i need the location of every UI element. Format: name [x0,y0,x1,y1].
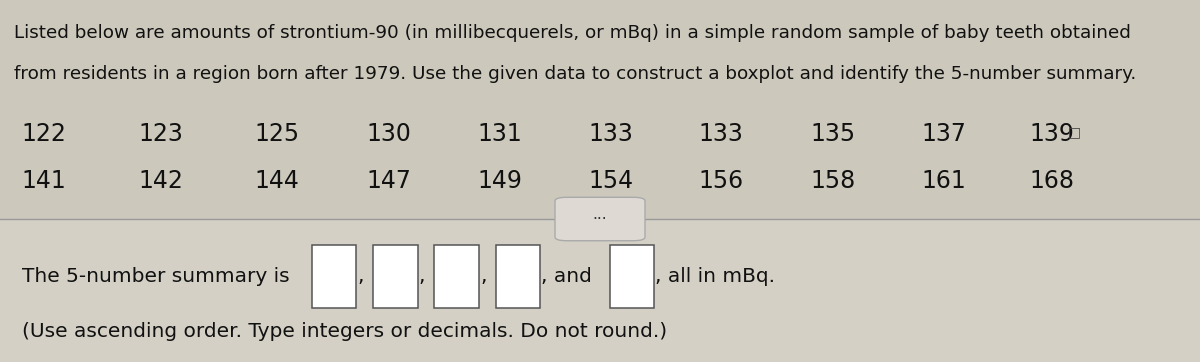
Text: 125: 125 [254,122,300,146]
FancyBboxPatch shape [610,245,654,308]
FancyBboxPatch shape [373,245,418,308]
FancyBboxPatch shape [312,245,356,308]
Text: ,: , [480,268,486,286]
Text: 158: 158 [810,169,856,193]
Text: ,: , [419,268,425,286]
Text: 139: 139 [1030,122,1074,146]
Text: 133: 133 [588,122,632,146]
Text: 141: 141 [22,169,66,193]
Text: 144: 144 [254,169,299,193]
Bar [0,219,1200,362]
Text: 131: 131 [478,122,522,146]
Text: 133: 133 [698,122,743,146]
Text: , and: , and [541,268,592,286]
Text: □: □ [1068,125,1081,139]
Text: Listed below are amounts of strontium-90 (in millibecquerels, or mBq) in a simpl: Listed below are amounts of strontium-90… [14,24,1132,42]
Text: from residents in a region born after 1979. Use the given data to construct a bo: from residents in a region born after 19… [14,65,1136,83]
Text: The 5-number summary is: The 5-number summary is [22,268,289,286]
FancyBboxPatch shape [434,245,479,308]
Text: 161: 161 [922,169,966,193]
Text: (Use ascending order. Type integers or decimals. Do not round.): (Use ascending order. Type integers or d… [22,322,667,341]
FancyBboxPatch shape [554,197,646,241]
Text: ,: , [358,268,364,286]
Text: 123: 123 [138,122,182,146]
FancyBboxPatch shape [496,245,540,308]
Text: , all in mBq.: , all in mBq. [655,268,775,286]
Text: 149: 149 [478,169,522,193]
Text: 168: 168 [1030,169,1075,193]
Text: 142: 142 [138,169,182,193]
Text: 156: 156 [698,169,744,193]
Text: 154: 154 [588,169,634,193]
Text: 130: 130 [366,122,410,146]
Text: 122: 122 [22,122,66,146]
Text: 137: 137 [922,122,966,146]
Text: ···: ··· [593,211,607,227]
Text: 135: 135 [810,122,856,146]
Text: 147: 147 [366,169,410,193]
